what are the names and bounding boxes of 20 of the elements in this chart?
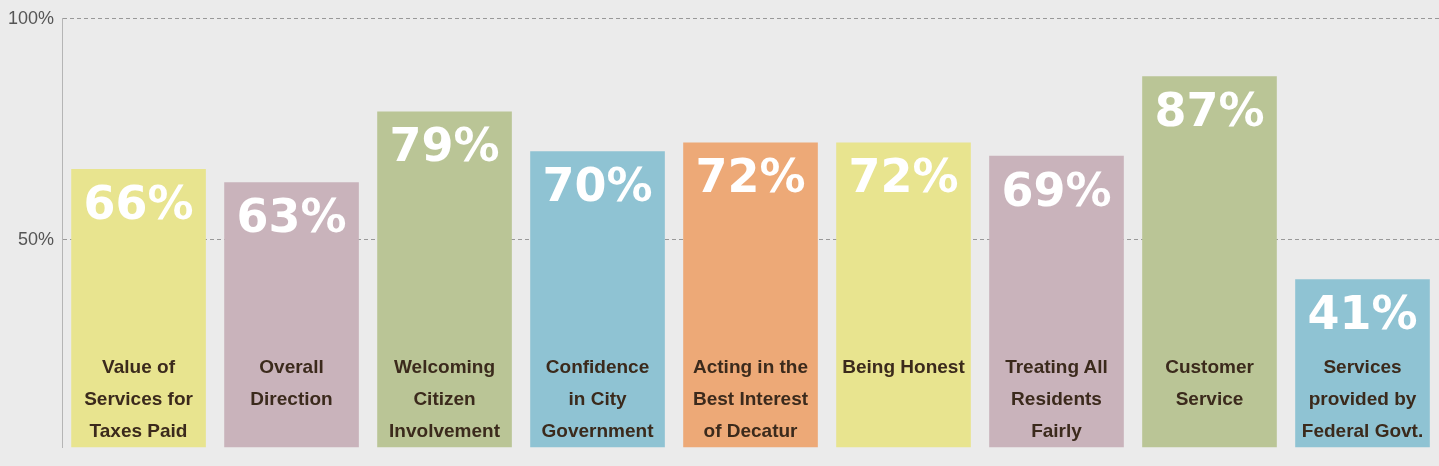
data-label: 87% — [1154, 83, 1265, 138]
x-tick-label: Customer Service — [1165, 356, 1255, 410]
x-tick-label: Being Honest — [842, 356, 966, 378]
data-label: 79% — [389, 118, 500, 173]
data-label: 66% — [83, 175, 194, 230]
data-label: 72% — [695, 149, 806, 204]
x-tick-label: Treating All Residents Fairly — [1005, 356, 1108, 442]
data-label: 69% — [1001, 162, 1112, 217]
x-tick-label: Welcoming Citizen Involvement — [389, 356, 501, 442]
y-tick-label: 50% — [18, 228, 55, 249]
x-tick-label: Value of Services for Taxes Paid — [84, 356, 194, 442]
data-label: 70% — [542, 158, 653, 213]
data-label: 63% — [236, 189, 347, 244]
x-tick-label: Overall Direction — [250, 356, 333, 410]
y-tick-label: 100% — [7, 7, 55, 28]
data-label: 41% — [1307, 286, 1418, 341]
data-label: 72% — [848, 149, 959, 204]
x-tick-label: Confidence in City Government — [541, 356, 655, 442]
x-tick-label: Acting in the Best Interest of Decatur — [692, 356, 809, 442]
x-tick-label: Services provided by Federal Govt. — [1301, 356, 1424, 442]
